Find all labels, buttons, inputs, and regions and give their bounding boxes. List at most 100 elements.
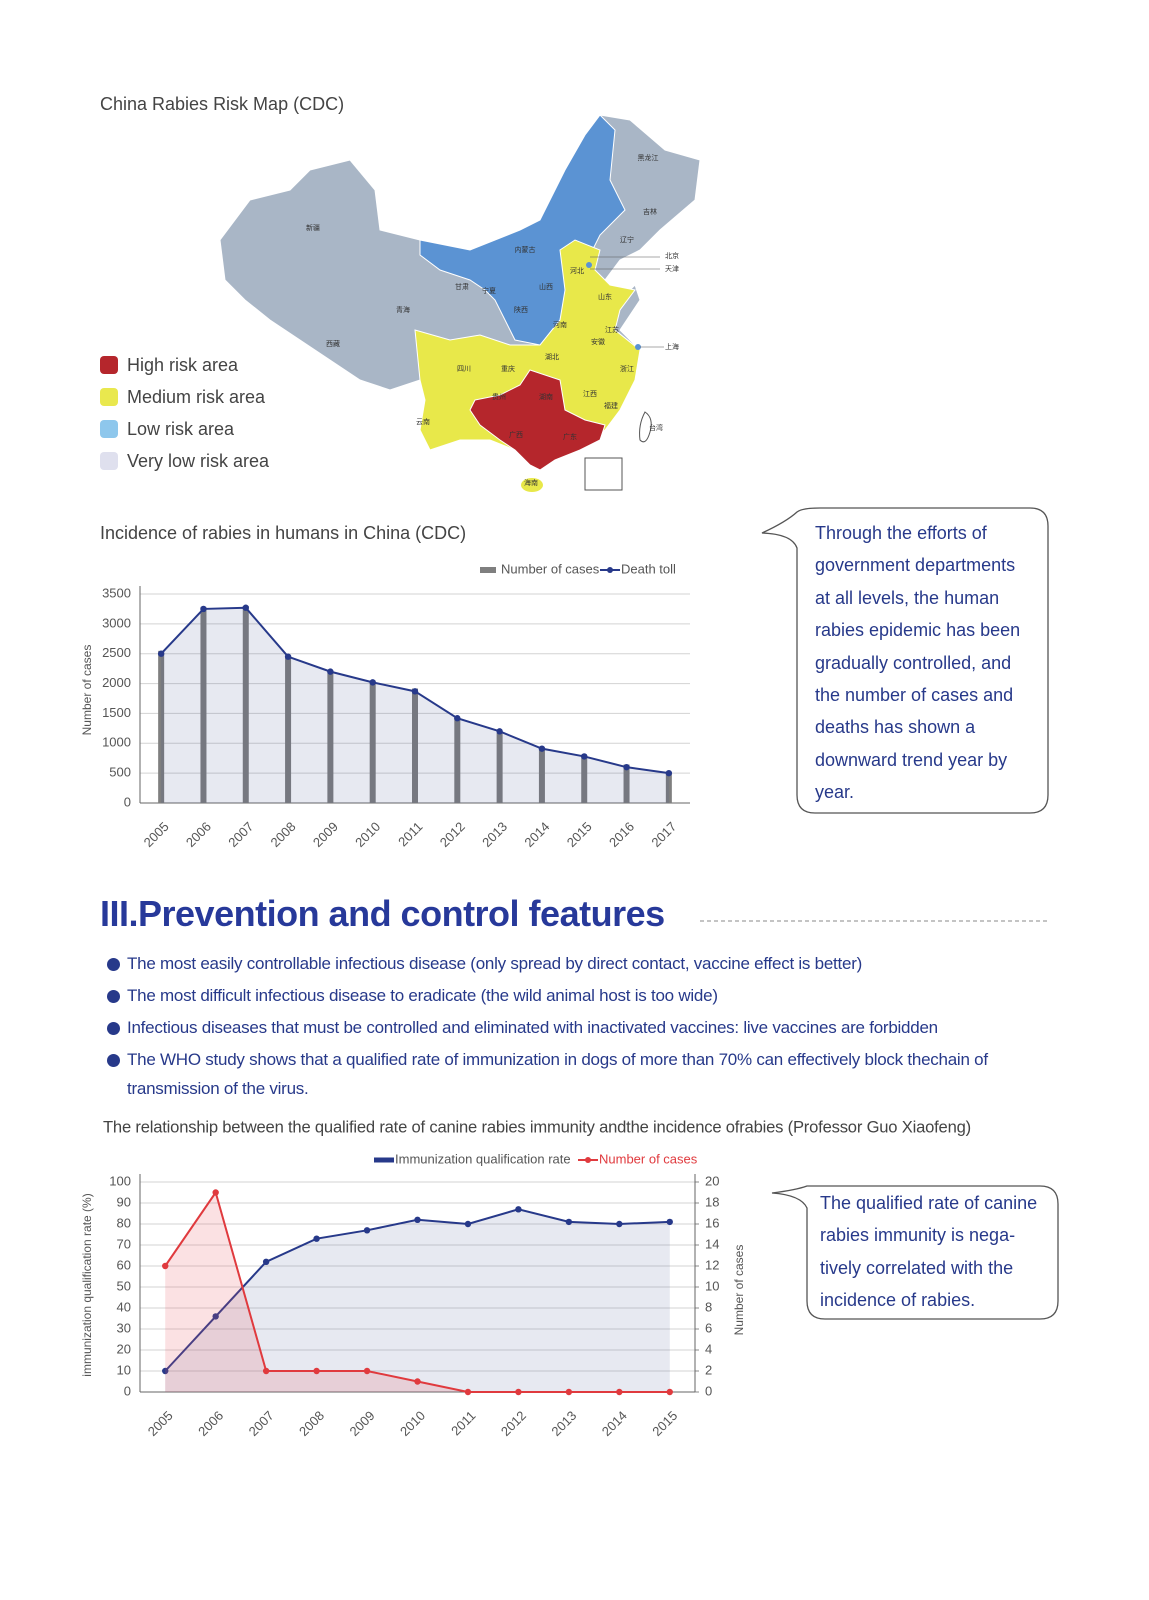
y-tick-label: 0: [124, 794, 131, 809]
x-tick-label: 2015: [649, 1408, 680, 1439]
legend-label: Number of cases: [501, 561, 600, 576]
bar: [538, 747, 545, 803]
x-tick-label: 2009: [310, 819, 341, 850]
province-label: 台湾: [649, 423, 663, 432]
area: [165, 1192, 670, 1392]
legend-item: Low risk area: [100, 413, 269, 445]
callout-line: tively correlated with the: [820, 1257, 1014, 1278]
section-title: III.Prevention and control features: [100, 893, 665, 934]
legend-label: Death toll: [621, 561, 676, 576]
map-high: [469, 369, 606, 471]
legend-label: Immunization qualification rate: [395, 1151, 571, 1166]
map-title: China Rabies Risk Map (CDC): [100, 94, 345, 114]
province-label: 辽宁: [620, 235, 634, 244]
x-tick-label: 2006: [183, 819, 214, 850]
y-tick-label: 1000: [102, 735, 131, 750]
y2-tick-label: 10: [705, 1278, 719, 1293]
province-label: 甘肃: [455, 282, 469, 291]
y-tick-label: 80: [117, 1215, 131, 1230]
province-label: 吉林: [643, 207, 657, 216]
legend-swatch: [607, 567, 613, 573]
point: [200, 605, 207, 613]
legend-label: Number of cases: [599, 1151, 698, 1166]
point: [414, 1378, 421, 1385]
bullet-list: The most easily controllable infectious …: [101, 949, 1076, 1106]
bar: [454, 717, 461, 803]
point: [212, 1189, 219, 1196]
callout-bubble: [761, 507, 1049, 814]
y-tick-label: 1500: [102, 705, 131, 720]
bullet: The WHO study shows that a qualified rat…: [101, 1045, 1076, 1103]
x-tick-label: 2012: [437, 819, 468, 850]
point: [496, 728, 503, 735]
province-label: 山西: [539, 282, 553, 291]
y-tick-label: 0: [124, 1383, 131, 1398]
y-tick-label: 2500: [102, 645, 131, 660]
y-tick-label: 3500: [102, 585, 131, 600]
map-inset: [584, 457, 623, 491]
y-tick-label: 500: [109, 765, 131, 780]
point: [464, 1388, 472, 1396]
legend-item: High risk area: [100, 349, 269, 381]
point: [665, 769, 673, 777]
y2-tick-label: 18: [705, 1194, 719, 1209]
point: [157, 650, 165, 657]
map-dot: [635, 344, 641, 350]
bullet: The most easily controllable infectious …: [101, 949, 1076, 978]
y-tick-label: 90: [117, 1194, 131, 1209]
point: [369, 679, 376, 686]
x-tick-label: 2014: [521, 819, 552, 850]
province-label: 广西: [509, 430, 523, 439]
province-label: 江苏: [605, 325, 619, 334]
y2-tick-label: 16: [705, 1215, 719, 1230]
bar: [623, 764, 630, 803]
legend-swatch: [100, 420, 118, 438]
callout-line: downward trend year by: [815, 749, 1008, 770]
legend-swatch: [480, 567, 496, 573]
x-tick-label: 2007: [225, 819, 256, 850]
point: [327, 668, 334, 675]
legend-swatch: [100, 356, 118, 374]
x-tick-label: 2013: [548, 1408, 579, 1439]
x-tick-label: 2009: [347, 1408, 378, 1439]
province-label: 安徽: [591, 337, 605, 346]
y2-axis-label: Number of cases: [732, 1245, 746, 1336]
province-label: 新疆: [306, 223, 320, 232]
bar: [412, 688, 418, 803]
x-tick-label: 2005: [141, 819, 172, 850]
province-label: 江西: [583, 390, 597, 398]
x-tick-label: 2016: [606, 819, 637, 850]
bar: [327, 670, 334, 803]
point: [454, 715, 461, 722]
callout: Through the efforts of government departm…: [815, 517, 1020, 809]
y-tick-label: 100: [109, 1173, 131, 1188]
y-tick-label: 10: [117, 1362, 131, 1377]
y2-tick-label: 4: [705, 1341, 712, 1356]
province-label: 四川: [457, 365, 471, 373]
legend-swatch: [100, 452, 118, 470]
y-tick-label: 70: [117, 1236, 131, 1251]
callout: The qualified rate of canine rabies immun…: [820, 1187, 1037, 1317]
point: [666, 1218, 673, 1226]
x-tick-label: 2013: [479, 819, 510, 850]
x-tick-label: 2014: [599, 1408, 630, 1439]
callout-line: rabies epidemic has been: [815, 620, 1021, 641]
y-tick-label: 2000: [102, 675, 131, 690]
point: [284, 653, 292, 660]
callout-line: Through the efforts of: [815, 523, 987, 543]
point: [411, 688, 419, 695]
province-label: 山东: [598, 292, 612, 301]
area: [165, 1209, 670, 1392]
y2-tick-label: 0: [705, 1383, 712, 1398]
legend-swatch: [585, 1157, 591, 1163]
point: [262, 1258, 270, 1266]
province-label: 黑龙江: [638, 153, 659, 162]
province-label: 天津: [665, 265, 679, 273]
legend-item: Medium risk area: [100, 381, 269, 413]
y-axis-label: immunization qualification rate (%): [80, 1193, 94, 1376]
area: [161, 607, 669, 803]
legend-swatch: [100, 388, 118, 406]
y2-tick-label: 8: [705, 1299, 712, 1314]
point: [363, 1227, 371, 1234]
province-label: 宁夏: [482, 286, 496, 295]
